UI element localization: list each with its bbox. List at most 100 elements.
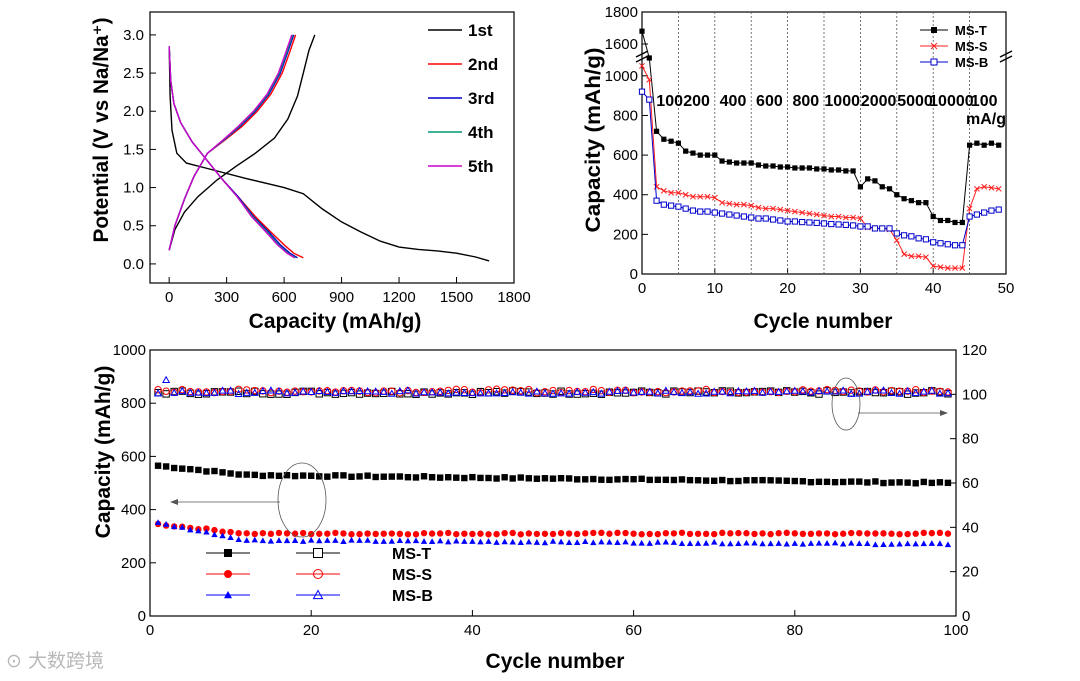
c-efficiency-point-MS-B xyxy=(395,386,404,395)
b-xtick-label: 20 xyxy=(779,280,796,297)
c-legend-label-MS-S: MS-S xyxy=(392,567,432,584)
c-efficiency-point-MS-B xyxy=(452,388,461,396)
c-capacity-point-MS-T xyxy=(719,476,726,484)
panel-a-frame xyxy=(149,11,515,284)
c-efficiency-point-MS-B xyxy=(508,387,517,396)
c-efficiency-point-MS-T xyxy=(492,388,501,396)
c-efficiency-point-MS-S xyxy=(533,389,541,397)
c-capacity-point-MS-B xyxy=(356,537,363,543)
c-efficiency-point-MS-B xyxy=(258,386,267,395)
c-capacity-point-MS-S xyxy=(678,529,686,536)
c-efficiency-point-MS-S xyxy=(879,388,888,396)
a-curve-1st-discharge xyxy=(168,46,490,262)
c-efficiency-point-MS-B xyxy=(895,389,904,397)
a-xtick-label: 600 xyxy=(272,289,297,306)
c-capacity-point-MS-B xyxy=(372,538,379,544)
c-capacity-point-MS-T xyxy=(420,473,428,480)
b-rate-label: 200 xyxy=(683,93,710,110)
b-point-MS-T xyxy=(712,152,718,158)
c-capacity-point-MS-T xyxy=(831,478,839,486)
c-capacity-point-MS-T xyxy=(767,477,774,484)
c-efficiency-point-MS-S xyxy=(460,385,469,394)
c-capacity-point-MS-B xyxy=(775,540,782,546)
b-point-MS-B xyxy=(900,232,908,239)
c-xtick-label: 60 xyxy=(625,622,642,639)
b-point-MS-S-b xyxy=(857,215,864,222)
b-ytick-label: 200 xyxy=(613,226,638,243)
c-capacity-point-MS-S xyxy=(453,530,460,538)
b-point-MS-B xyxy=(675,203,682,210)
c-efficiency-point-MS-B xyxy=(484,389,493,397)
c-legend-marker-MS-S xyxy=(224,570,232,578)
c-capacity-point-MS-S xyxy=(549,530,557,538)
c-efficiency-point-MS-B xyxy=(589,387,598,396)
c-efficiency-point-MS-T xyxy=(347,388,356,397)
b-point-MS-B xyxy=(769,216,777,223)
c-capacity-point-MS-S xyxy=(670,530,678,537)
c-efficiency-point-MS-B xyxy=(935,389,944,397)
c-annot-arrowhead-efficiency xyxy=(940,410,948,416)
c-capacity-point-MS-S xyxy=(396,530,404,538)
c-capacity-point-MS-B xyxy=(235,536,242,542)
panel-b-series xyxy=(638,28,1002,272)
c-capacity-point-MS-S xyxy=(928,529,936,537)
b-point-MS-T xyxy=(668,138,674,144)
b-point-MS-B xyxy=(806,219,813,226)
c-efficiency-point-MS-S xyxy=(734,388,743,396)
c-capacity-point-MS-T xyxy=(324,473,331,480)
c-capacity-point-MS-S xyxy=(324,530,331,537)
c-annot-ellipse-capacity xyxy=(277,462,327,538)
c-capacity-point-MS-B xyxy=(896,540,903,547)
c-capacity-point-MS-T xyxy=(299,472,307,479)
b-ytick-label: 1800 xyxy=(605,4,638,21)
b-point-MS-B xyxy=(842,221,849,228)
b-point-MS-B xyxy=(988,207,995,214)
c-efficiency-point-MS-B xyxy=(154,389,163,397)
b-point-MS-T xyxy=(959,219,965,226)
c-y2tick-label: 120 xyxy=(962,342,987,359)
c-capacity-point-MS-B xyxy=(759,540,766,547)
b-point-MS-B xyxy=(726,211,733,218)
c-capacity-point-MS-B xyxy=(686,540,694,547)
c-legend-label-MS-T: MS-T xyxy=(392,546,431,563)
c-capacity-point-MS-B xyxy=(598,538,605,545)
c-efficiency-point-MS-S xyxy=(549,386,557,395)
b-point-MS-T xyxy=(981,142,987,148)
c-efficiency-point-MS-B xyxy=(460,388,469,397)
b-ytick-label: 800 xyxy=(613,107,638,124)
c-capacity-point-MS-B xyxy=(227,534,234,540)
c-capacity-point-MS-B xyxy=(606,538,613,545)
c-capacity-point-MS-T xyxy=(275,472,283,480)
a-curve-1st-charge xyxy=(168,34,316,251)
c-capacity-point-MS-S xyxy=(831,530,839,538)
b-point-MS-B xyxy=(638,88,646,95)
c-efficiency-point-MS-S xyxy=(509,386,517,394)
c-capacity-point-MS-B xyxy=(646,540,653,546)
c-capacity-point-MS-S xyxy=(420,529,428,537)
c-efficiency-point-MS-B xyxy=(266,386,275,394)
c-capacity-point-MS-B xyxy=(920,540,927,547)
c-capacity-point-MS-S xyxy=(243,530,250,537)
c-y2tick-label: 60 xyxy=(962,475,979,492)
a-curve-3rd-charge xyxy=(168,34,295,251)
c-capacity-point-MS-T xyxy=(848,478,855,485)
c-capacity-point-MS-S xyxy=(791,530,798,537)
c-efficiency-point-MS-T xyxy=(468,390,477,399)
b-point-MS-T xyxy=(952,219,958,226)
c-y2tick-label: 0 xyxy=(962,608,970,625)
c-capacity-point-MS-T xyxy=(396,473,404,480)
b-point-MS-B xyxy=(748,214,755,221)
c-capacity-point-MS-T xyxy=(267,472,275,479)
c-efficiency-point-MS-B xyxy=(170,388,179,396)
c-capacity-point-MS-T xyxy=(904,479,911,486)
b-point-MS-T xyxy=(908,198,914,204)
c-efficiency-point-MS-S xyxy=(686,387,694,395)
c-capacity-point-MS-T xyxy=(541,475,549,482)
c-efficiency-point-MS-S xyxy=(944,388,952,396)
b-point-MS-S-b xyxy=(726,200,733,207)
c-capacity-point-MS-S xyxy=(412,531,420,538)
c-ytick-label: 200 xyxy=(121,555,146,572)
b-point-MS-B xyxy=(915,235,922,242)
b-ytick-label: 1600 xyxy=(605,36,638,53)
c-efficiency-point-MS-B xyxy=(621,386,630,394)
